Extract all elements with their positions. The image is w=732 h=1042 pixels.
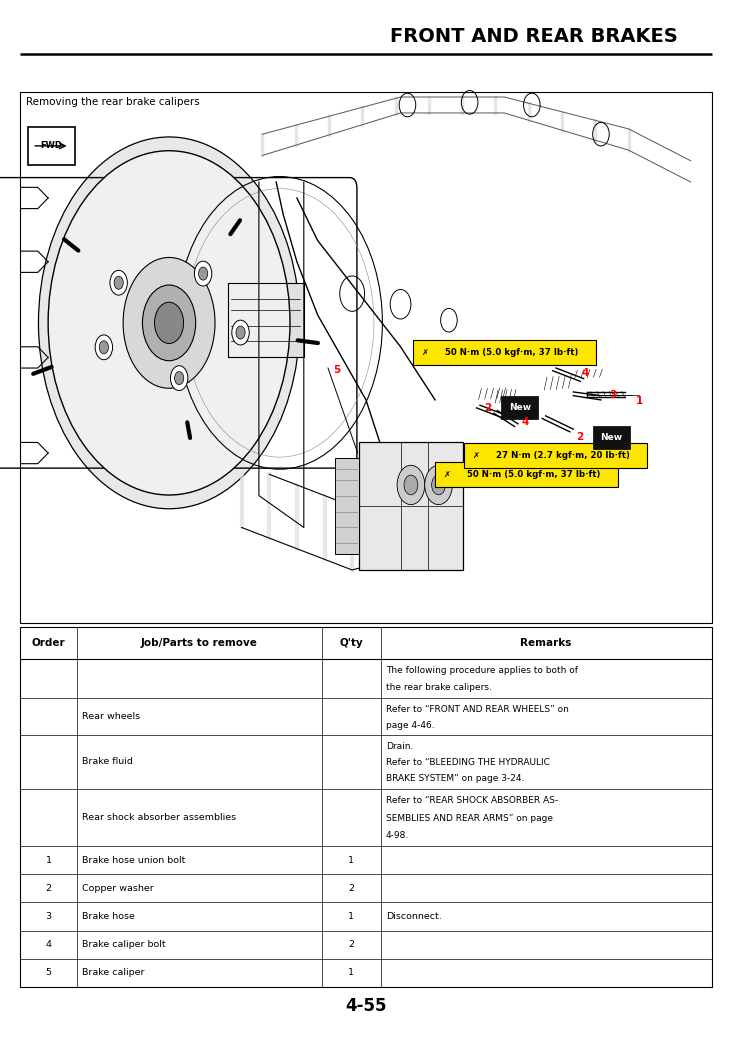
Text: 2: 2 [348, 884, 354, 893]
Text: 50 N·m (5.0 kgf·m, 37 lb·ft): 50 N·m (5.0 kgf·m, 37 lb·ft) [467, 470, 600, 479]
Text: 4-55: 4-55 [346, 996, 386, 1015]
Circle shape [432, 475, 446, 495]
Bar [501, 396, 538, 419]
Text: 1: 1 [635, 396, 643, 406]
Circle shape [404, 475, 418, 495]
Bar [20, 627, 712, 987]
Text: 4: 4 [582, 369, 589, 378]
Circle shape [95, 334, 113, 359]
Text: Rear shock absorber assemblies: Rear shock absorber assemblies [82, 813, 236, 822]
Polygon shape [359, 443, 463, 570]
FancyBboxPatch shape [413, 340, 596, 365]
Text: 2: 2 [485, 403, 492, 413]
Circle shape [232, 320, 249, 345]
Text: 4-98.: 4-98. [386, 832, 409, 840]
Bar [20, 92, 712, 623]
Circle shape [236, 326, 245, 339]
Text: Refer to “REAR SHOCK ABSORBER AS-: Refer to “REAR SHOCK ABSORBER AS- [386, 796, 558, 805]
Text: 3: 3 [610, 390, 617, 399]
Text: BRAKE SYSTEM” on page 3-24.: BRAKE SYSTEM” on page 3-24. [386, 774, 524, 784]
Text: The following procedure applies to both of: The following procedure applies to both … [386, 666, 578, 675]
Circle shape [425, 466, 452, 504]
Text: New: New [600, 432, 622, 442]
Text: 2: 2 [348, 940, 354, 949]
Text: Removing the rear brake calipers: Removing the rear brake calipers [26, 97, 200, 107]
Text: Copper washer: Copper washer [82, 884, 154, 893]
Circle shape [48, 151, 290, 495]
Bar [335, 458, 359, 554]
Circle shape [110, 270, 127, 295]
Circle shape [174, 372, 184, 384]
Text: page 4-46.: page 4-46. [386, 721, 434, 729]
Text: ✗: ✗ [443, 470, 450, 479]
Text: 27 N·m (2.7 kgf·m, 20 lb·ft): 27 N·m (2.7 kgf·m, 20 lb·ft) [496, 451, 630, 461]
Text: 1: 1 [348, 968, 354, 977]
Bar [593, 426, 630, 448]
Circle shape [123, 257, 215, 389]
Text: 4: 4 [522, 417, 529, 427]
Text: Brake caliper: Brake caliper [82, 968, 144, 977]
Text: Brake fluid: Brake fluid [82, 758, 133, 766]
Text: Refer to “BLEEDING THE HYDRAULIC: Refer to “BLEEDING THE HYDRAULIC [386, 758, 550, 767]
FancyBboxPatch shape [464, 443, 647, 468]
Text: Job/Parts to remove: Job/Parts to remove [141, 638, 258, 648]
Polygon shape [228, 283, 303, 356]
Text: 50 N·m (5.0 kgf·m, 37 lb·ft): 50 N·m (5.0 kgf·m, 37 lb·ft) [445, 348, 578, 356]
Circle shape [39, 137, 299, 508]
Text: Brake hose union bolt: Brake hose union bolt [82, 855, 185, 865]
Circle shape [171, 366, 188, 391]
Text: 3: 3 [45, 912, 52, 921]
Text: 1: 1 [348, 855, 354, 865]
Text: Refer to “FRONT AND REAR WHEELS” on: Refer to “FRONT AND REAR WHEELS” on [386, 704, 569, 714]
Text: 4: 4 [45, 940, 52, 949]
Text: ✗: ✗ [472, 451, 479, 461]
Text: Drain.: Drain. [386, 742, 413, 750]
Text: 5: 5 [45, 968, 52, 977]
Text: Brake caliper bolt: Brake caliper bolt [82, 940, 165, 949]
Text: Order: Order [32, 638, 65, 648]
Text: 2: 2 [45, 884, 52, 893]
Text: FWD: FWD [40, 142, 62, 150]
Circle shape [143, 286, 195, 361]
Circle shape [397, 466, 425, 504]
FancyBboxPatch shape [28, 127, 75, 165]
Text: ✗: ✗ [421, 348, 428, 356]
Text: 1: 1 [45, 855, 52, 865]
Text: 5: 5 [333, 365, 340, 375]
Circle shape [154, 302, 184, 344]
Circle shape [114, 276, 123, 290]
Text: 2: 2 [576, 432, 583, 442]
Text: New: New [509, 403, 531, 413]
Text: Rear wheels: Rear wheels [82, 712, 140, 721]
Text: the rear brake calipers.: the rear brake calipers. [386, 684, 492, 692]
Circle shape [100, 341, 108, 354]
Text: Disconnect.: Disconnect. [386, 912, 441, 921]
FancyBboxPatch shape [435, 462, 618, 487]
Circle shape [198, 267, 208, 280]
Text: Brake hose: Brake hose [82, 912, 135, 921]
Text: 1: 1 [348, 912, 354, 921]
Circle shape [195, 262, 212, 286]
Text: Q'ty: Q'ty [340, 638, 363, 648]
Text: Remarks: Remarks [520, 638, 572, 648]
Text: FRONT AND REAR BRAKES: FRONT AND REAR BRAKES [390, 27, 679, 46]
Text: SEMBLIES AND REAR ARMS” on page: SEMBLIES AND REAR ARMS” on page [386, 814, 553, 823]
